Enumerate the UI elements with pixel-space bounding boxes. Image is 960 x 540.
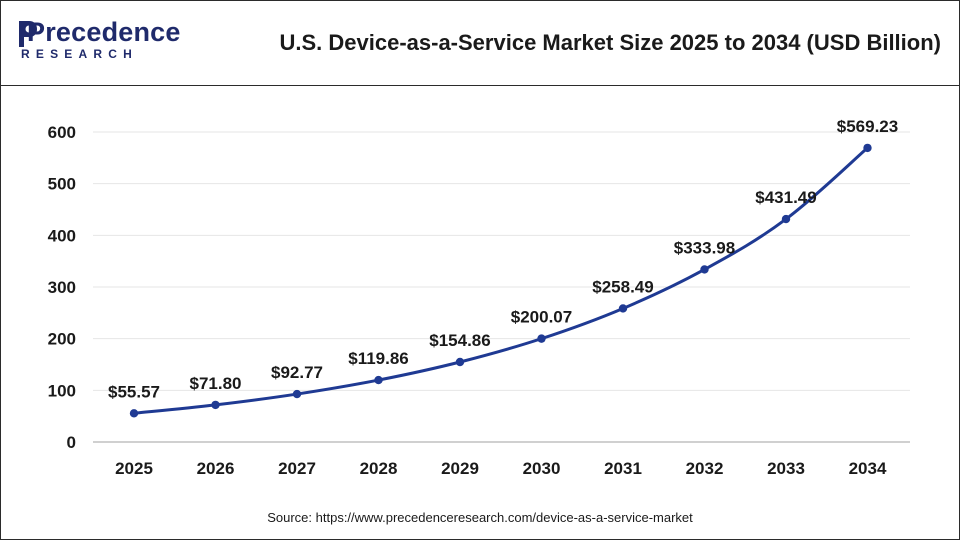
- x-tick-label: 2028: [360, 459, 398, 478]
- line-layer: [132, 146, 869, 415]
- y-tick-label: 600: [48, 123, 76, 142]
- y-tick-label: 300: [48, 278, 76, 297]
- x-tick-label: 2030: [523, 459, 561, 478]
- data-label: $71.80: [190, 374, 242, 393]
- x-tick-label: 2033: [767, 459, 805, 478]
- data-point: [863, 143, 872, 153]
- point-layer: [129, 143, 872, 418]
- x-tick-label: 2034: [849, 459, 887, 478]
- header: Precedence RESEARCH U.S. Device-as-a-Ser…: [1, 1, 959, 86]
- x-tick-label: 2032: [686, 459, 724, 478]
- data-label: $333.98: [674, 238, 735, 257]
- x-tick-label: 2029: [441, 459, 479, 478]
- data-label: $258.49: [592, 277, 653, 296]
- data-label: $119.86: [348, 349, 409, 368]
- data-label: $200.07: [511, 308, 572, 327]
- data-label: $92.77: [271, 363, 323, 382]
- y-tick-label: 500: [48, 175, 76, 194]
- y-tick-label: 100: [48, 381, 76, 400]
- logo-mark-icon: [19, 21, 37, 47]
- logo-subtitle: RESEARCH: [21, 47, 138, 61]
- data-point: [537, 334, 546, 343]
- data-label: $569.23: [837, 117, 898, 136]
- data-point: [618, 304, 628, 313]
- grid-layer: [93, 131, 910, 391]
- axis-layer: 0 100 200 300 400 500 600 2025 2026 2027 2028 2029 2…: [48, 123, 910, 478]
- source-note: Source: https://www.precedenceresearch.c…: [267, 510, 693, 525]
- x-tick-label: 2025: [115, 459, 153, 478]
- y-tick-label: 0: [67, 433, 76, 452]
- chart-title: U.S. Device-as-a-Service Market Size 202…: [279, 30, 941, 55]
- data-label: $154.86: [429, 331, 490, 350]
- series-line: [132, 146, 869, 415]
- data-point: [292, 389, 302, 399]
- data-point: [700, 265, 709, 274]
- data-point: [374, 375, 383, 385]
- brand-logo: Precedence RESEARCH: [17, 15, 180, 65]
- data-point: [455, 357, 465, 367]
- data-label: $55.57: [108, 382, 160, 401]
- x-tick-label: 2026: [197, 459, 235, 478]
- x-tick-label: 2027: [278, 459, 316, 478]
- label-layer: $55.57 $71.80 $92.77 $119.86 $154.86 $200.07 $…: [108, 117, 898, 401]
- x-tick-label: 2031: [604, 459, 642, 478]
- data-point: [211, 400, 220, 410]
- logo-wordmark: Precedence: [27, 17, 181, 47]
- data-point: [129, 409, 139, 418]
- y-tick-label: 400: [48, 226, 76, 245]
- y-tick-label: 200: [48, 330, 76, 349]
- line-chart: 0 100 200 300 400 500 600 2025 2026 2027 2028 2029 2…: [48, 117, 910, 478]
- data-point: [781, 214, 791, 224]
- data-label: $431.49: [755, 188, 816, 207]
